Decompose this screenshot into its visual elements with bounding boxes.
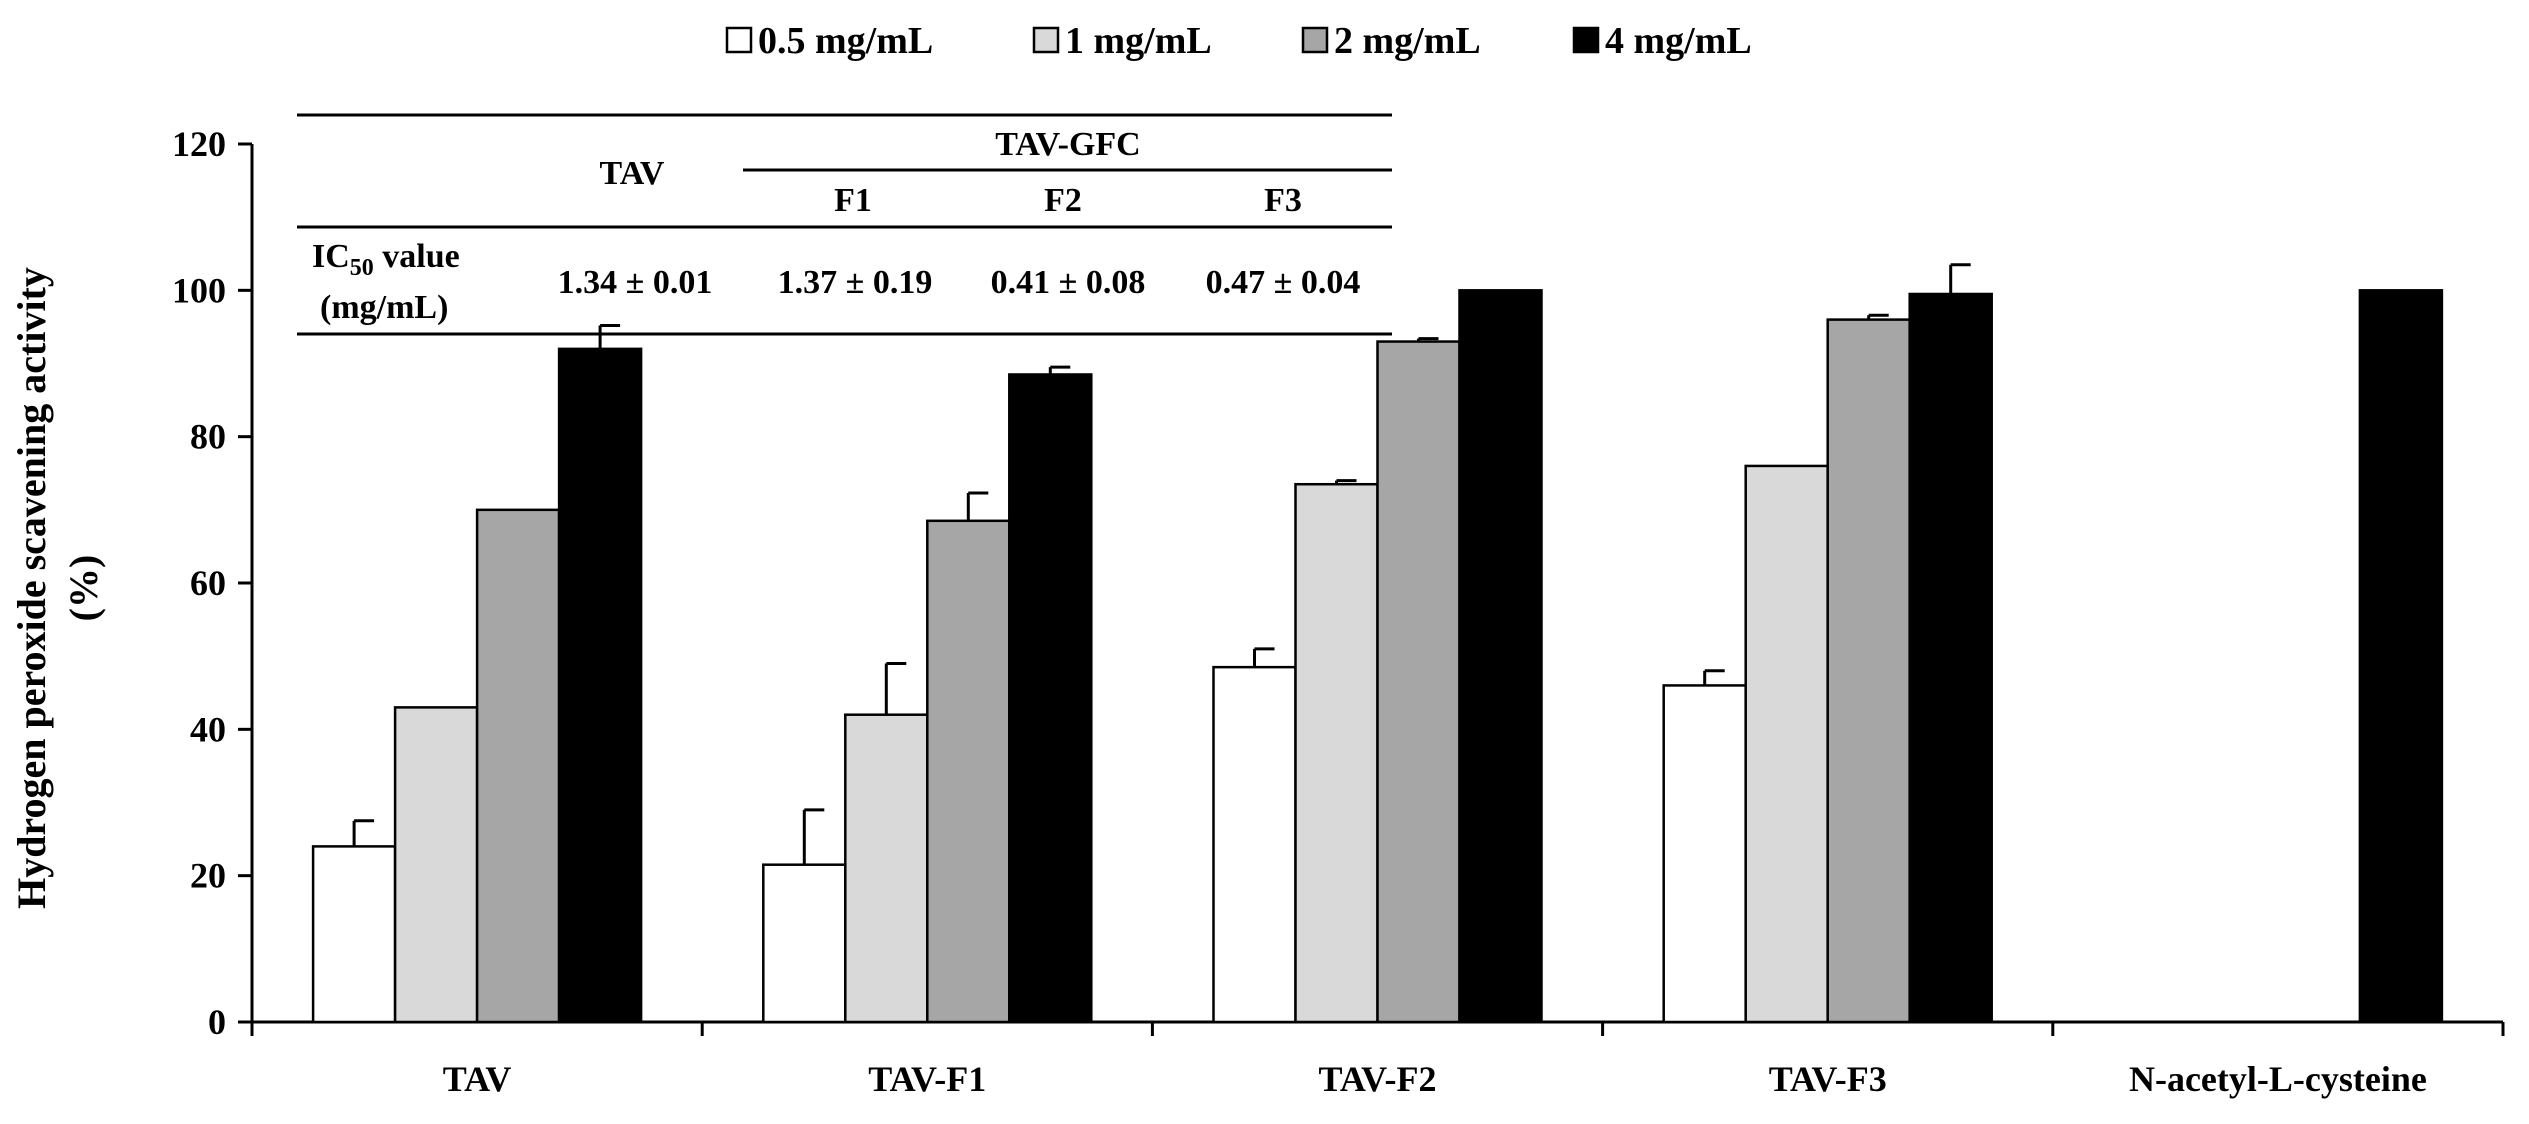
bar-tav-f1-2-mg-ml (926, 519, 1011, 1024)
x-tick-label-n-acetyl-l-cysteine: N-acetyl-L-cysteine (2129, 1059, 2427, 1099)
y-tick-label: 20 (190, 856, 226, 896)
legend-label-0-5-mg-ml: 0.5 mg/mL (758, 20, 933, 62)
y-tick-label: 0 (208, 1002, 226, 1042)
ic50-row-label-rest: value (374, 238, 460, 275)
legend-item-2-mg-ml: 2 mg/mL (1301, 20, 1481, 62)
legend-label-1-mg-ml: 1 mg/mL (1065, 20, 1212, 62)
legend-item-1-mg-ml: 1 mg/mL (1032, 20, 1212, 62)
legend-swatch-1-mg-ml (1032, 26, 1060, 54)
x-tick-label-tav-f1: TAV-F1 (868, 1059, 986, 1099)
ic50-row-label-ic: IC (312, 238, 350, 275)
ic50-value-tav: 1.34 ± 0.01 (558, 264, 713, 301)
legend-swatch-4-mg-ml (1572, 26, 1600, 54)
ic50-value-f2: 0.41 ± 0.08 (991, 264, 1146, 301)
bar-tav-1-mg-ml (393, 706, 479, 1024)
y-axis-title-group: Hydrogen peroxide scavening activity (%) (9, 267, 106, 909)
ic50-header-f3: F3 (1264, 182, 1302, 219)
bars (311, 289, 2444, 1024)
bar-tav-4-mg-ml (557, 347, 643, 1024)
bar-tav-f2-0-5-mg-ml (1212, 665, 1297, 1024)
y-axis-title-unit: (%) (61, 555, 106, 622)
legend-item-4-mg-ml: 4 mg/mL (1572, 20, 1752, 62)
ic50-row-label-sub: 50 (350, 255, 374, 281)
ic50-row-label: IC50 value (312, 238, 460, 281)
y-tick-label: 80 (190, 417, 226, 457)
ic50-header-f2: F2 (1044, 182, 1082, 219)
legend: 0.5 mg/mL 1 mg/mL 2 mg/mL 4 mg/mL (725, 20, 1752, 62)
bar-tav-2-mg-ml (475, 508, 561, 1024)
y-tick-label: 120 (172, 124, 226, 164)
ic50-header-f1: F1 (834, 182, 872, 219)
y-tick-label: 100 (172, 270, 226, 310)
legend-swatch-0-5-mg-ml (725, 26, 753, 54)
bar-tav-f3-1-mg-ml (1744, 464, 1829, 1024)
y-axis: 0 20 40 60 80 100 120 (172, 124, 254, 1042)
bar-tav-f3-2-mg-ml (1826, 318, 1911, 1024)
x-axis: TAV TAV-F1 TAV-F2 TAV-F3 N-acetyl-L-cysteine (250, 1020, 2505, 1099)
legend-label-4-mg-ml: 4 mg/mL (1605, 20, 1752, 62)
bar-tav-f3-0-5-mg-ml (1662, 684, 1747, 1024)
bar-tav-0-5-mg-ml (311, 845, 397, 1024)
ic50-value-f1: 1.37 ± 0.19 (778, 264, 933, 301)
x-tick-label-tav-f3: TAV-F3 (1769, 1059, 1887, 1099)
bar-tav-f1-4-mg-ml (1008, 373, 1093, 1024)
ic50-table: TAV TAV-GFC F1 F2 F3 IC50 value (mg/mL) … (297, 113, 1392, 336)
y-tick-label: 40 (190, 709, 226, 749)
bar-tav-f2-1-mg-ml (1294, 482, 1379, 1024)
ic50-header-tav-gfc: TAV-GFC (995, 126, 1140, 163)
bar-tav-f3-4-mg-ml (1908, 292, 1993, 1024)
y-axis-title: Hydrogen peroxide scavening activity (9, 267, 54, 909)
ic50-row-label-unit: (mg/mL) (320, 289, 448, 326)
ic50-value-f3: 0.47 ± 0.04 (1206, 264, 1361, 301)
error-bars (352, 263, 1971, 865)
ic50-header-tav: TAV (600, 155, 665, 192)
bar-tav-f1-1-mg-ml (844, 713, 929, 1024)
bar-tav-f2-4-mg-ml (1458, 289, 1543, 1024)
bar-tav-f1-0-5-mg-ml (762, 863, 847, 1024)
legend-label-2-mg-ml: 2 mg/mL (1334, 20, 1481, 62)
y-tick-label: 60 (190, 563, 226, 603)
bar-tav-f2-2-mg-ml (1376, 340, 1461, 1024)
legend-swatch-2-mg-ml (1301, 26, 1329, 54)
x-tick-label-tav-f2: TAV-F2 (1318, 1059, 1436, 1099)
legend-item-0-5-mg-ml: 0.5 mg/mL (725, 20, 933, 62)
x-tick-label-tav: TAV (443, 1059, 512, 1099)
bar-n-acetyl-l-cysteine-4-mg-ml (2358, 289, 2444, 1024)
